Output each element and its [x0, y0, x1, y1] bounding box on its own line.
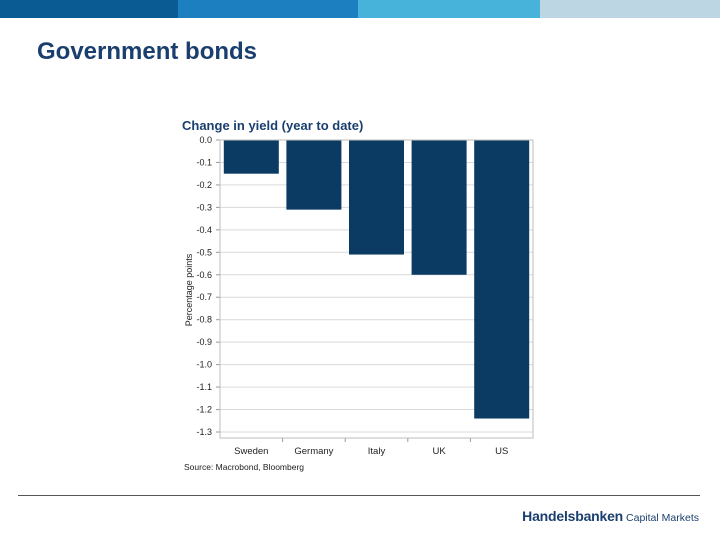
slide-title: Government bonds	[37, 38, 258, 65]
bar-germany	[286, 140, 342, 210]
top-bar-segment-3	[358, 0, 540, 18]
x-tick-label: US	[495, 446, 508, 457]
y-tick-label: -0.6	[196, 270, 212, 280]
x-tick-label: UK	[432, 446, 446, 457]
bar-italy	[349, 140, 404, 255]
x-tick-label: Germany	[294, 446, 333, 457]
chart-title: Change in yield (year to date)	[182, 118, 364, 133]
x-tick-label: Sweden	[234, 446, 268, 457]
source-note: Source: Macrobond, Bloomberg	[184, 462, 305, 472]
y-tick-label: -1.0	[196, 360, 212, 370]
y-tick-label: -0.3	[196, 202, 212, 212]
logo-brand: Handelsbanken	[522, 508, 624, 524]
bar-uk	[411, 140, 467, 275]
x-tick-labels: Sweden Germany Italy UK US	[234, 446, 508, 457]
plot-frame	[219, 139, 534, 439]
y-tick-label: -0.2	[196, 180, 212, 190]
y-tick-label: -0.9	[196, 337, 212, 347]
y-tick-label: -0.5	[196, 247, 212, 257]
y-tick-label: -0.8	[196, 315, 212, 325]
y-tick-label: -1.3	[196, 427, 212, 437]
y-tick-label: -1.1	[196, 382, 212, 392]
y-tick-labels: 0.0 -0.1 -0.2 -0.3 -0.4 -0.5 -0.6 -0.7 -0.8 -0.9 -…	[196, 135, 212, 437]
top-bar-segment-1	[0, 0, 178, 18]
bar-us	[474, 140, 530, 419]
footer-divider	[18, 495, 700, 496]
y-tick-label: -0.7	[196, 292, 212, 302]
x-tick-label: Italy	[368, 446, 386, 457]
y-tick-label: -0.4	[196, 225, 212, 235]
y-tick-label: 0.0	[199, 135, 212, 145]
bar-sweden	[223, 140, 279, 174]
top-color-bar	[0, 0, 720, 18]
top-bar-segment-4	[540, 0, 720, 18]
top-bar-segment-2	[178, 0, 358, 18]
y-axis-label: Percentage points	[184, 253, 194, 326]
bars	[223, 140, 530, 419]
y-tick-label: -1.2	[196, 405, 212, 415]
handelsbanken-logo: Handelsbanken Capital Markets	[522, 508, 699, 526]
logo-unit: Capital Markets	[626, 512, 699, 524]
y-tick-label: -0.1	[196, 157, 212, 167]
